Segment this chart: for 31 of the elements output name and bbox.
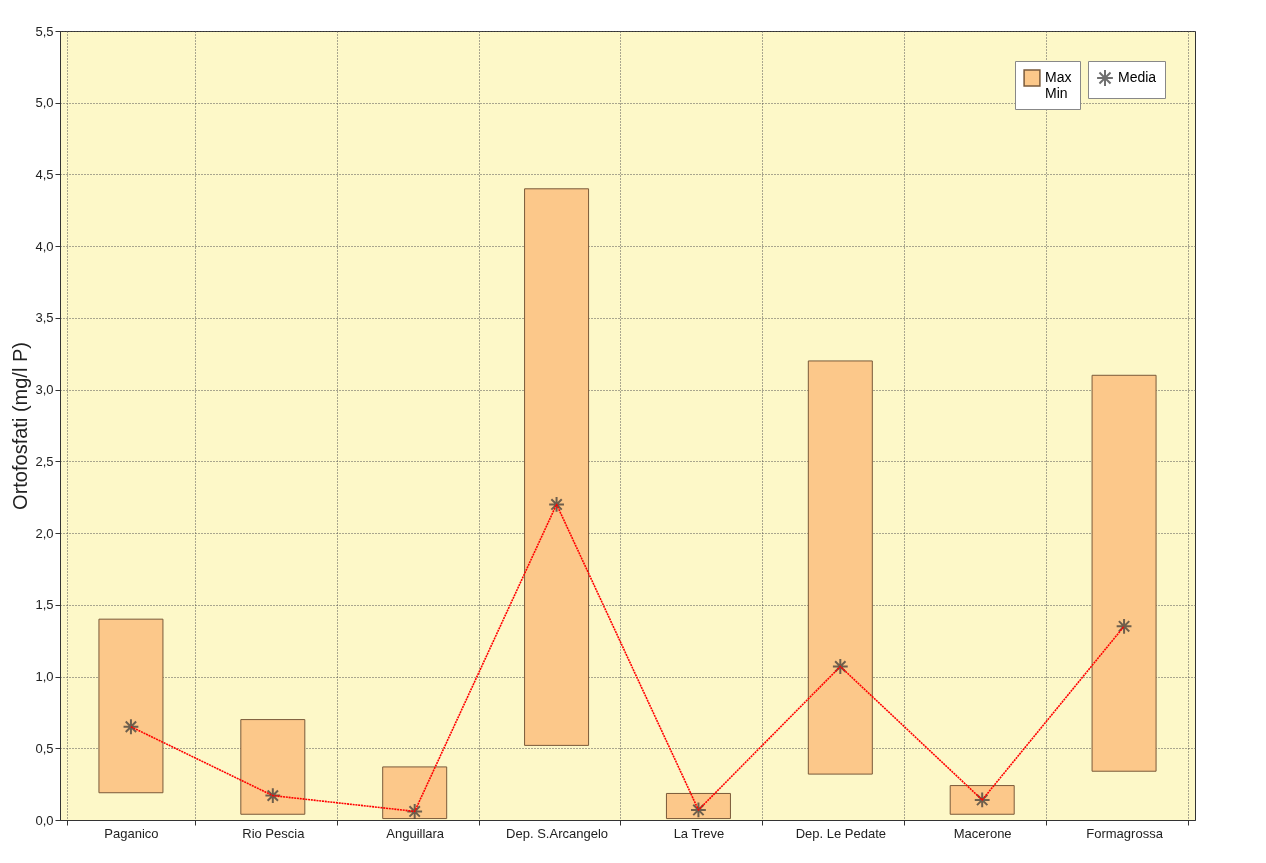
y-axis-title: Ortofosfati (mg/l P)	[9, 342, 32, 510]
x-tick-label: Dep. S.Arcangelo	[506, 825, 609, 841]
bar	[665, 792, 731, 820]
x-tick-label: Dep. Le Pedate	[795, 825, 886, 841]
y-tick-label: 2,0	[35, 525, 54, 541]
bar	[1091, 374, 1157, 772]
y-tick-label: 5,5	[35, 23, 54, 39]
x-tick-label: Paganico	[104, 825, 159, 841]
y-tick-label: 0,0	[35, 812, 54, 828]
y-tick-label: 2,5	[35, 453, 54, 469]
legend-label: Max Min	[1045, 69, 1072, 101]
y-tick-label: 3,5	[35, 310, 54, 326]
x-tick-label: Formagrossa	[1086, 825, 1164, 841]
x-tick-label: La Treve	[673, 825, 725, 841]
bar	[98, 618, 164, 794]
bar	[240, 719, 306, 815]
y-tick-label: 3,0	[35, 382, 54, 398]
x-tick-label: Anguillara	[386, 825, 445, 841]
y-tick-label: 5,0	[35, 95, 54, 111]
legend-label: Media	[1118, 69, 1157, 85]
bar	[382, 766, 448, 820]
bar	[524, 188, 590, 746]
y-tick-label: 1,0	[35, 669, 54, 685]
y-tick-label: 0,5	[35, 740, 54, 756]
y-tick-label: 4,5	[35, 166, 54, 182]
x-tick-label: Macerone	[953, 825, 1012, 841]
y-tick-label: 1,5	[35, 597, 54, 613]
x-tick-label: Rio Pescia	[242, 825, 306, 841]
bar	[807, 360, 873, 775]
y-tick-label: 4,0	[35, 238, 54, 254]
bar	[949, 785, 1015, 815]
